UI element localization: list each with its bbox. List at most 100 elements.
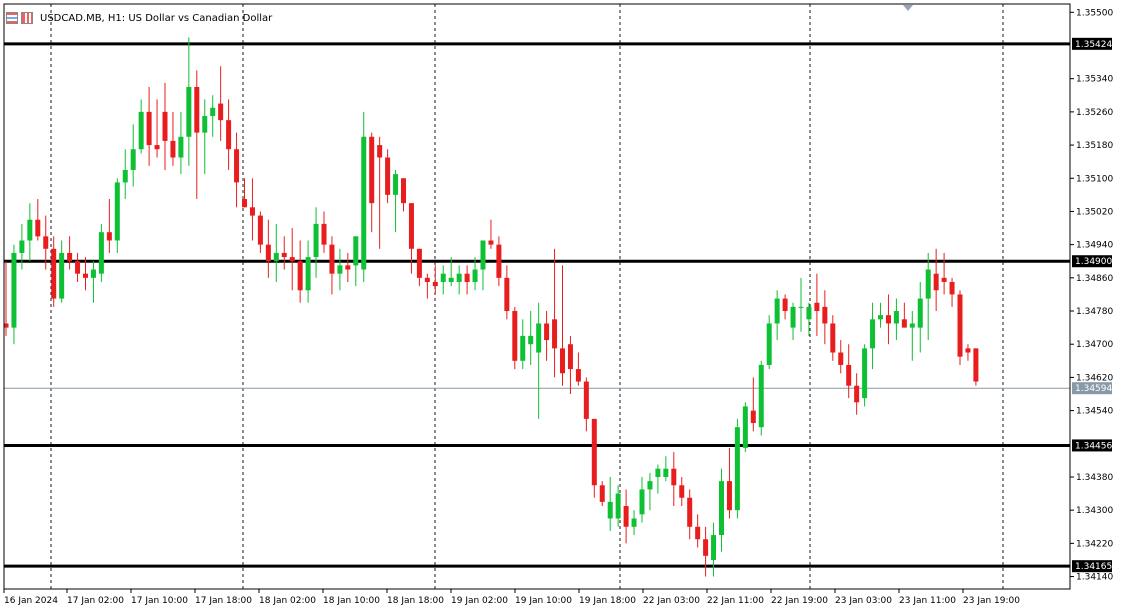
candle	[75, 252, 81, 282]
candle	[249, 178, 255, 241]
time-tick-label: 16 Jan 2024	[4, 596, 58, 605]
price-axis[interactable]: 1.35500 1.35340 1.35260 1.35180 1.35100 1.350…	[1070, 8, 1113, 583]
candle-body	[536, 323, 542, 353]
candle-body	[186, 86, 192, 137]
candle-body	[949, 281, 955, 295]
candle	[59, 240, 65, 303]
current-price-tag	[1072, 382, 1112, 395]
candle-body	[846, 364, 852, 386]
time-tick-label: 18 Jan 18:00	[387, 596, 444, 605]
candle	[218, 66, 224, 141]
level-price-label: 1.34165	[1075, 562, 1112, 572]
candle	[210, 95, 216, 137]
candle	[242, 178, 247, 208]
candle	[838, 340, 844, 374]
candle	[432, 265, 438, 295]
candle	[385, 149, 391, 204]
candle	[313, 207, 319, 278]
candle-body	[862, 348, 868, 399]
candle	[957, 290, 963, 365]
price-tick-label: 1.34540	[1076, 407, 1113, 417]
candle	[408, 203, 414, 274]
price-tick-label: 1.34380	[1076, 473, 1113, 483]
candle-body	[917, 298, 923, 328]
time-tick-label: 19 Jan 10:00	[515, 596, 572, 605]
candle-body	[687, 497, 693, 527]
candle	[901, 302, 907, 328]
candle	[575, 352, 581, 386]
candle-body	[933, 273, 939, 291]
chart-title-bar: USDCAD.MB, H1: US Dollar vs Canadian Dol…	[6, 10, 272, 26]
candle	[965, 344, 971, 361]
time-tick-label: 17 Jan 18:00	[195, 596, 252, 605]
candle	[623, 489, 629, 544]
time-tick-label: 22 Jan 03:00	[643, 596, 700, 605]
candle	[393, 169, 399, 233]
candle-body	[273, 252, 279, 262]
candle-body	[671, 468, 677, 486]
candle-body	[583, 381, 589, 419]
candle-body	[265, 244, 271, 262]
time-tick-label: 22 Jan 11:00	[707, 596, 764, 605]
candle	[552, 248, 558, 378]
candle-body	[647, 481, 653, 490]
candle	[917, 281, 923, 353]
candle-body	[67, 252, 73, 262]
candle-body	[424, 277, 430, 282]
price-tick-label: 1.35020	[1076, 207, 1113, 217]
shift-marker-icon	[903, 5, 913, 11]
candle	[162, 82, 168, 170]
time-tick-label: 22 Jan 19:00	[771, 596, 828, 605]
candle	[774, 290, 780, 341]
candle-body	[973, 348, 979, 382]
price-tick-label: 1.34220	[1076, 539, 1113, 549]
candle	[607, 476, 613, 531]
candle-body	[615, 493, 621, 519]
one-click-trading-icon[interactable]	[6, 12, 18, 24]
candle-body	[567, 344, 573, 370]
candle	[504, 265, 510, 320]
candle-body	[750, 410, 756, 424]
horizontal-levels[interactable]	[4, 42, 1070, 568]
candle	[83, 257, 88, 291]
candle	[234, 132, 240, 208]
candle	[19, 223, 25, 270]
candle	[67, 236, 73, 270]
candle-body	[440, 273, 446, 282]
candle	[3, 261, 9, 336]
candle	[281, 236, 287, 270]
candle	[909, 311, 915, 361]
candle	[297, 240, 303, 303]
candle-body	[51, 248, 57, 299]
price-tick-label: 1.35180	[1076, 141, 1113, 151]
candle-body	[305, 257, 311, 291]
candle-body	[416, 248, 422, 278]
price-tick-label: 1.34940	[1076, 241, 1113, 251]
candle-body	[941, 277, 947, 282]
candle-body	[663, 468, 669, 477]
candle-body	[75, 261, 81, 274]
level-price-tag	[1072, 37, 1112, 50]
candle	[822, 290, 828, 345]
chart-border	[3, 3, 1071, 590]
candle-body	[504, 277, 510, 312]
candle-body	[114, 182, 120, 241]
time-axis[interactable]: 16 Jan 2024 17 Jan 02:00 17 Jan 10:00 17 Ja…	[3, 589, 1020, 605]
candle-body	[901, 319, 907, 328]
candle	[226, 99, 232, 170]
candle	[750, 377, 756, 432]
candle	[599, 481, 605, 507]
depth-of-market-icon[interactable]	[21, 12, 33, 24]
candle-body	[575, 369, 581, 382]
candle	[814, 273, 820, 336]
candle	[512, 306, 518, 370]
candle-body	[154, 145, 160, 150]
time-tick-label: 23 Jan 03:00	[835, 596, 892, 605]
candle-body	[854, 385, 860, 403]
candle-body	[408, 203, 414, 249]
candles	[3, 37, 979, 577]
candle	[265, 219, 271, 278]
candle-body	[703, 539, 709, 556]
candle	[663, 456, 669, 482]
